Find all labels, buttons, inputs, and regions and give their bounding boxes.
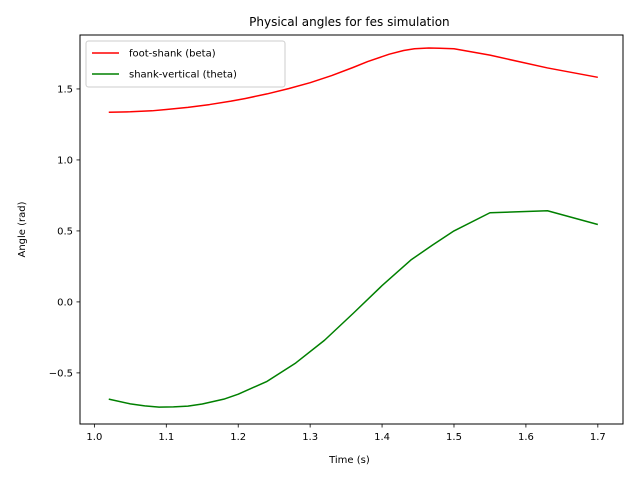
chart-title: Physical angles for fes simulation (249, 15, 450, 29)
y-axis: −0.5 0.0 0.5 1.0 1.5 (49, 84, 80, 379)
x-axis-label: Time (s) (328, 455, 370, 466)
x-tick-label: 1.7 (590, 432, 606, 443)
legend-label-0: foot-shank (beta) (129, 49, 216, 60)
x-axis: 1.0 1.1 1.2 1.3 1.4 1.5 1.6 1.7 (86, 424, 606, 443)
x-tick-label: 1.4 (374, 432, 390, 443)
x-tick-label: 1.5 (446, 432, 462, 443)
x-tick-label: 1.1 (158, 432, 174, 443)
x-tick-label: 1.6 (518, 432, 534, 443)
legend-label-1: shank-vertical (theta) (129, 70, 237, 81)
series-line-1 (108, 210, 599, 408)
x-tick-label: 1.0 (86, 432, 102, 443)
legend: foot-shank (beta) shank-vertical (theta) (85, 40, 286, 88)
y-axis-label: Angle (rad) (17, 201, 28, 257)
x-tick-label: 1.2 (230, 432, 246, 443)
y-tick-label: −0.5 (49, 368, 73, 379)
y-tick-label: 0.0 (57, 297, 73, 308)
x-tick-label: 1.3 (302, 432, 318, 443)
series-layer (108, 47, 599, 408)
y-tick-label: 1.5 (57, 84, 73, 95)
axes-frame (79, 34, 624, 425)
series-line-0 (108, 47, 598, 113)
y-tick-label: 1.0 (57, 155, 73, 166)
legend-box (85, 40, 286, 88)
y-tick-label: 0.5 (57, 226, 73, 237)
plot-area (79, 34, 624, 425)
